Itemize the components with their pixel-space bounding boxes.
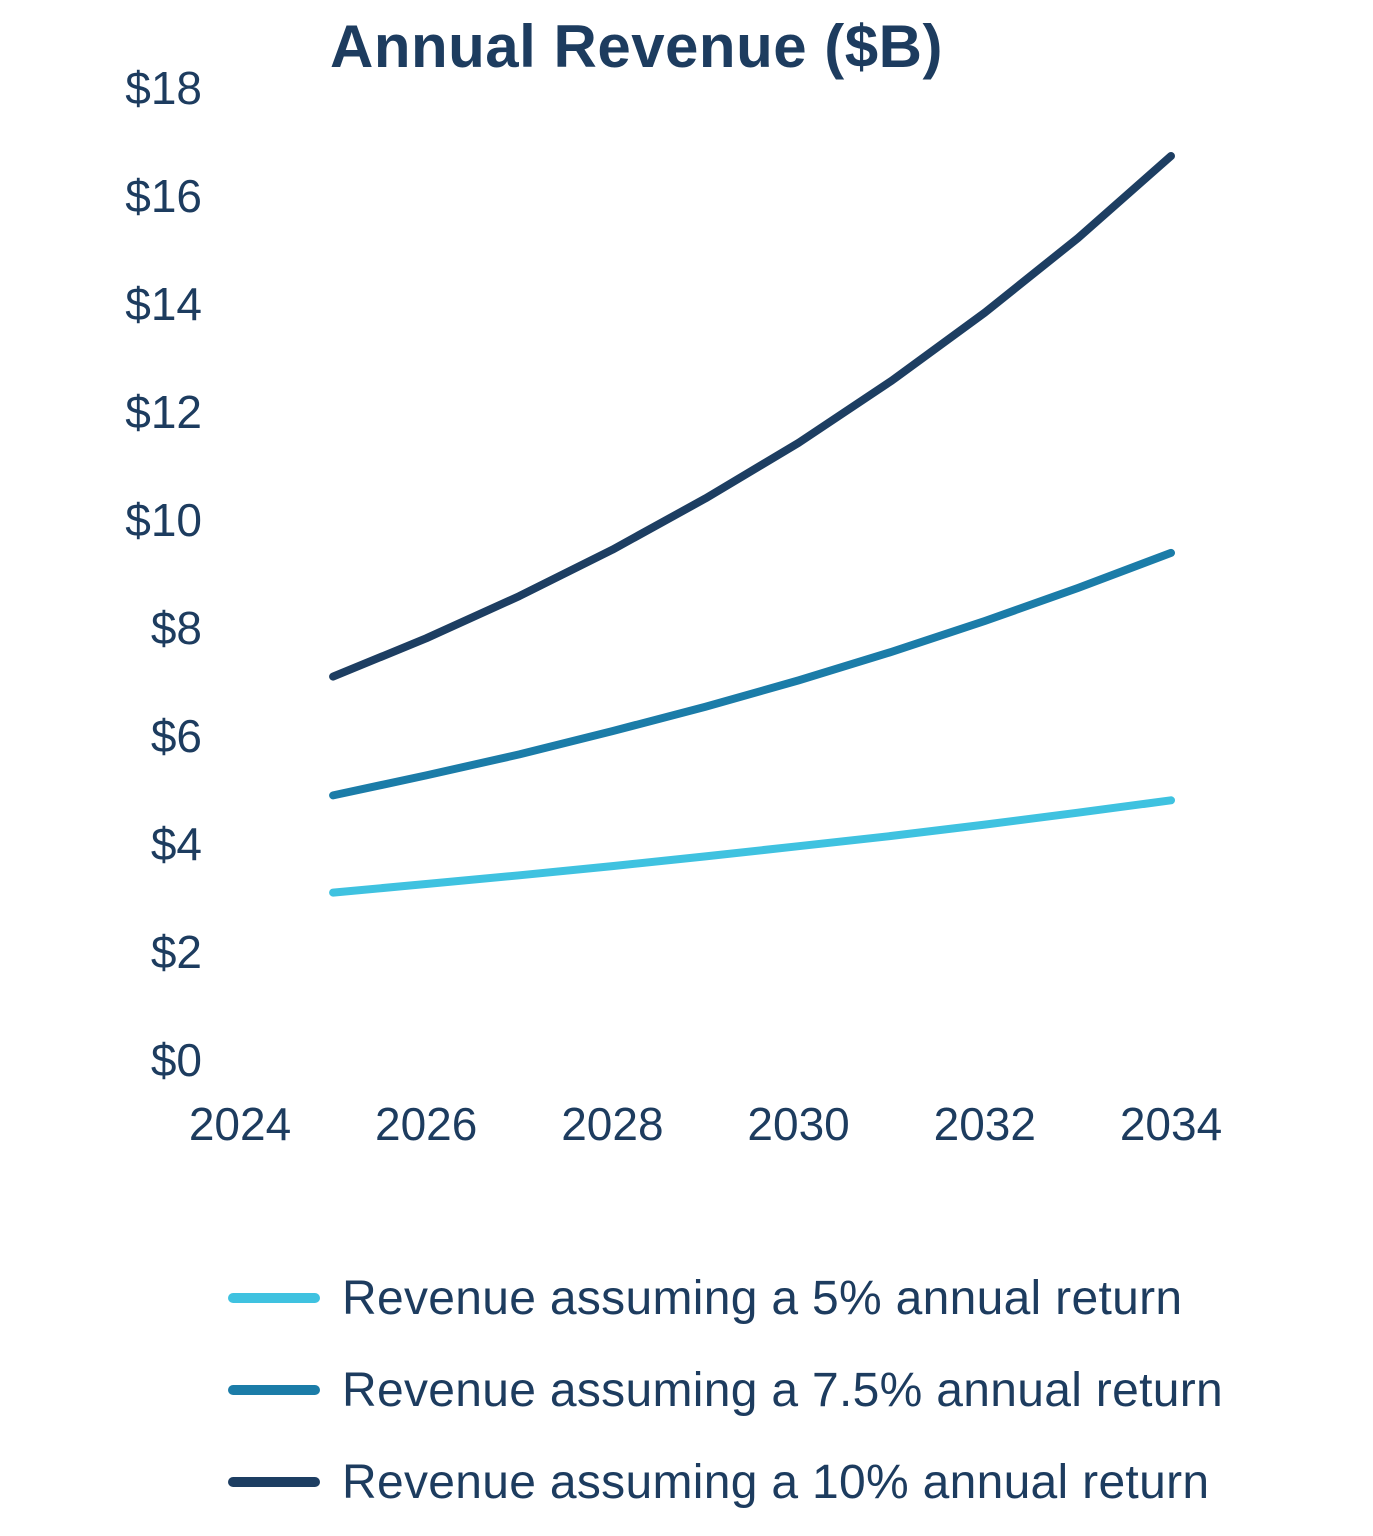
x-tick-label: 2032 bbox=[933, 1098, 1036, 1150]
series-line bbox=[329, 152, 1175, 681]
y-tick-label: $14 bbox=[125, 278, 202, 330]
x-tick-label: 2030 bbox=[747, 1098, 850, 1150]
legend-swatch-10-percent-line-icon bbox=[228, 1477, 320, 1487]
y-tick-label: $10 bbox=[125, 494, 202, 546]
y-tick-label: $16 bbox=[125, 170, 202, 222]
y-tick-label: $2 bbox=[150, 926, 202, 978]
legend-item: Revenue assuming a 10% annual return bbox=[228, 1436, 1223, 1528]
chart-title: Annual Revenue ($B) bbox=[330, 13, 943, 80]
y-tick-label: $0 bbox=[150, 1034, 202, 1086]
x-tick-label: 2034 bbox=[1119, 1098, 1223, 1150]
y-tick-label: $12 bbox=[125, 386, 202, 438]
legend-item: Revenue assuming a 5% annual return bbox=[228, 1252, 1223, 1344]
legend-label: Revenue assuming a 7.5% annual return bbox=[342, 1363, 1223, 1417]
legend-label: Revenue assuming a 5% annual return bbox=[342, 1271, 1183, 1325]
legend-item: Revenue assuming a 7.5% annual return bbox=[228, 1344, 1223, 1436]
series-line bbox=[329, 796, 1175, 897]
legend-swatch-5-percent-line-icon bbox=[228, 1293, 320, 1303]
x-tick-label: 2026 bbox=[375, 1098, 478, 1150]
y-tick-label: $18 bbox=[125, 62, 202, 114]
legend-label: Revenue assuming a 10% annual return bbox=[342, 1455, 1210, 1509]
legend: Revenue assuming a 5% annual return Reve… bbox=[228, 1252, 1223, 1528]
y-tick-label: $8 bbox=[150, 602, 202, 654]
y-tick-label: $6 bbox=[150, 710, 202, 762]
series-line bbox=[329, 548, 1175, 800]
y-tick-label: $4 bbox=[150, 818, 202, 870]
legend-swatch-7-5-percent-line-icon bbox=[228, 1385, 320, 1395]
x-tick-label: 2028 bbox=[561, 1098, 664, 1150]
x-tick-label: 2024 bbox=[188, 1098, 292, 1150]
